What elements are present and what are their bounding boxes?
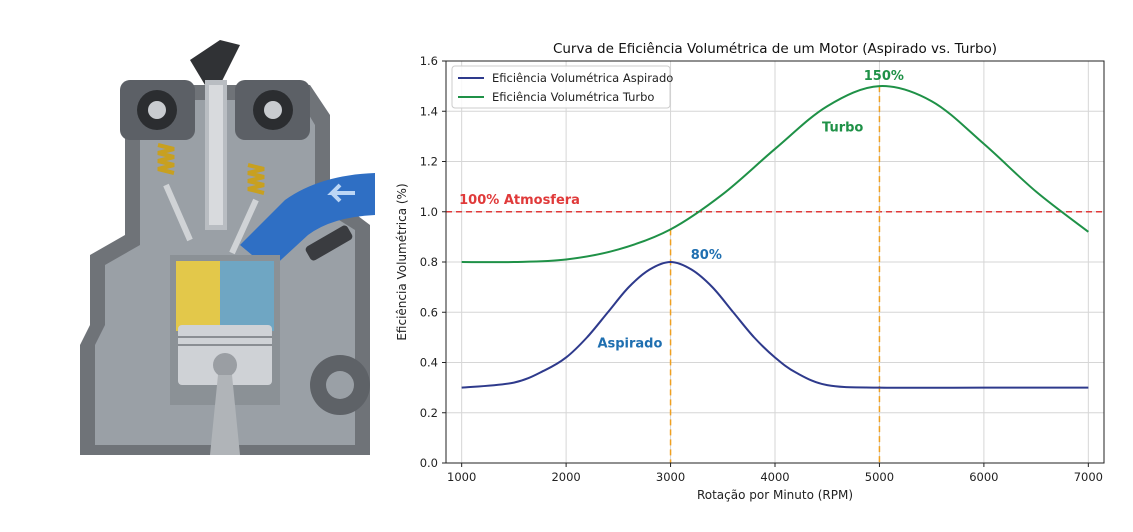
ticks: 1000 2000 3000 4000 5000 6000 7000 0.0 0.2 0.4 0.6… [420, 54, 1103, 484]
y-tick-label: 1.0 [420, 205, 438, 219]
annotation-aspirado: Aspirado [597, 336, 662, 351]
series-group [461, 85, 1089, 389]
x-tick-label: 2000 [551, 470, 580, 484]
y-tick-label: 1.2 [420, 155, 438, 169]
x-tick-label: 7000 [1074, 470, 1103, 484]
series-line-turbo [461, 85, 1089, 264]
legend-label-turbo: Eficiência Volumétrica Turbo [492, 90, 654, 104]
x-tick-label: 3000 [656, 470, 685, 484]
legend-label-aspirado: Eficiência Volumétrica Aspirado [492, 71, 673, 85]
annotation-100-atmosfera: 100% Atmosfera [459, 193, 580, 208]
x-tick-label: 1000 [447, 470, 476, 484]
y-tick-label: 0.2 [420, 406, 438, 420]
y-tick-label: 0.8 [420, 255, 438, 269]
y-tick-label: 1.6 [420, 54, 438, 68]
annotation-150-percent: 150% [864, 69, 904, 84]
legend: Eficiência Volumétrica Aspirado Eficiênc… [451, 65, 673, 109]
annotations: 80% Aspirado 150% Turbo 100% Atmosfera [459, 69, 904, 351]
annotation-80-percent: 80% [691, 248, 722, 263]
y-tick-label: 1.4 [420, 104, 438, 118]
y-tick-label: 0.6 [420, 305, 438, 319]
chart-title: Curva de Eficiência Volumétrica de um Mo… [553, 41, 997, 57]
x-tick-label: 6000 [969, 470, 998, 484]
x-tick-label: 4000 [760, 470, 789, 484]
engine-cutaway-icon [80, 40, 375, 455]
reference-line-group [446, 86, 1104, 463]
x-tick-label: 5000 [865, 470, 894, 484]
legend-box [451, 65, 671, 109]
y-tick-label: 0.0 [420, 456, 438, 470]
x-axis-title: Rotação por Minuto (RPM) [697, 488, 853, 502]
y-axis-title: Eficiência Volumétrica (%) [395, 183, 409, 340]
y-tick-label: 0.4 [420, 356, 438, 370]
annotation-turbo: Turbo [822, 120, 863, 135]
series-line-aspirado [461, 260, 1089, 389]
